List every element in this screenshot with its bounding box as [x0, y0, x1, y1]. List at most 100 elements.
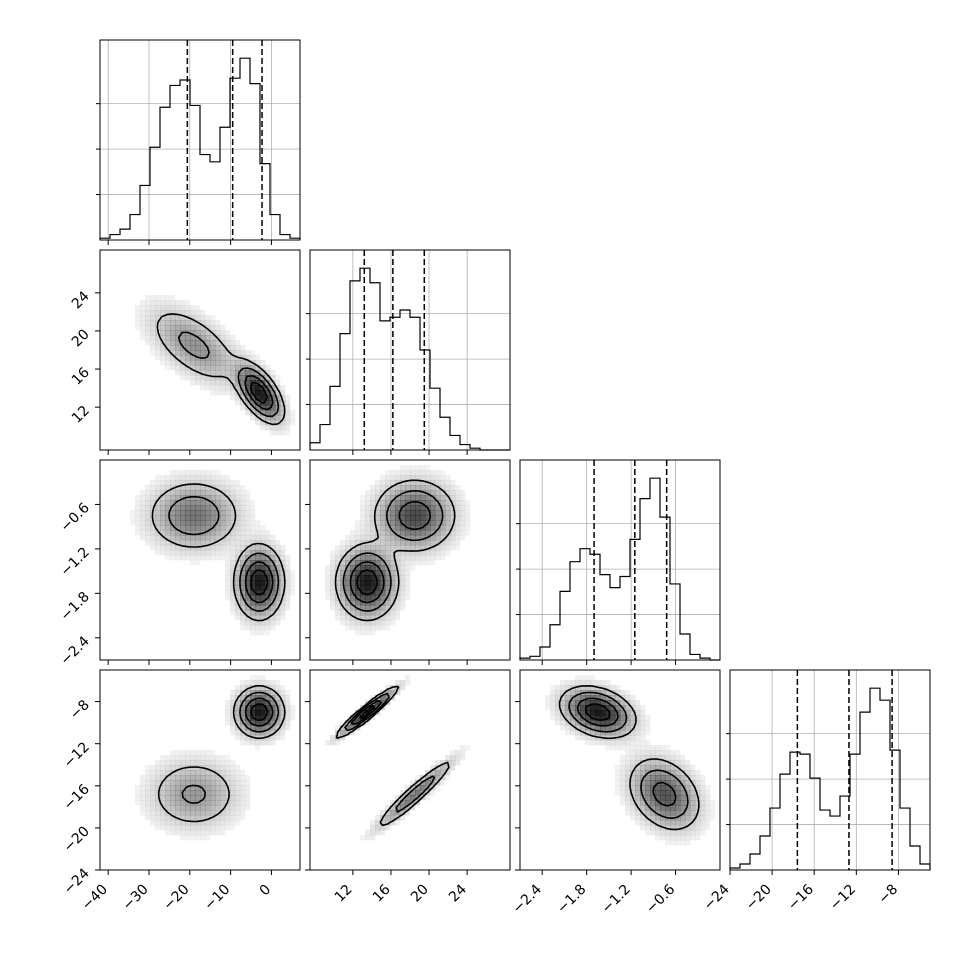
density-cell [200, 755, 206, 761]
density-cell [225, 545, 231, 551]
density-cell [235, 720, 241, 726]
density-cell [430, 485, 436, 491]
density-cell [440, 470, 446, 476]
density-cell [625, 780, 631, 786]
density-cell [235, 380, 241, 386]
density-cell [580, 680, 586, 686]
density-cell [160, 355, 166, 361]
density-cell [205, 515, 211, 521]
density-cell [330, 585, 336, 591]
density-cell [235, 605, 241, 611]
density-cell [450, 505, 456, 511]
density-cell [210, 810, 216, 816]
density-cell [450, 485, 456, 491]
density-cell [435, 515, 441, 521]
density-cell [220, 540, 226, 546]
density-cell [265, 600, 271, 606]
density-cell [260, 740, 266, 746]
density-cell [275, 555, 281, 561]
density-cell [240, 350, 246, 356]
density-cell [165, 795, 171, 801]
density-cell [170, 765, 176, 771]
density-cell [370, 510, 376, 516]
density-cell [210, 830, 216, 836]
density-cell [675, 800, 681, 806]
density-cell [395, 510, 401, 516]
density-cell [155, 340, 161, 346]
density-cell [210, 335, 216, 341]
density-cell [635, 795, 641, 801]
density-cell [190, 475, 196, 481]
density-cell [650, 785, 656, 791]
density-cell [665, 805, 671, 811]
density-cell [215, 530, 221, 536]
density-cell [600, 705, 606, 711]
density-cell [290, 415, 296, 421]
density-cell [250, 740, 256, 746]
density-cell [215, 480, 221, 486]
density-cell [405, 805, 411, 811]
density-cell [190, 500, 196, 506]
density-cell [390, 805, 396, 811]
density-cell [390, 550, 396, 556]
density-cell [680, 755, 686, 761]
density-cell [230, 355, 236, 361]
density-cell [195, 305, 201, 311]
density-cell [435, 540, 441, 546]
density-cell [590, 700, 596, 706]
density-cell [285, 400, 291, 406]
density-cell [150, 530, 156, 536]
density-cell [205, 475, 211, 481]
density-cell [420, 480, 426, 486]
density-cell [155, 540, 161, 546]
density-cell [580, 710, 586, 716]
density-cell [205, 355, 211, 361]
density-cell [370, 550, 376, 556]
density-cell [365, 535, 371, 541]
density-cell [200, 475, 206, 481]
density-cell [390, 520, 396, 526]
density-cell [130, 510, 136, 516]
density-cell [335, 610, 341, 616]
density-cell [645, 805, 651, 811]
density-cell [215, 815, 221, 821]
density-cell [445, 530, 451, 536]
density-cell [350, 600, 356, 606]
density-cell [225, 710, 231, 716]
density-cell [220, 475, 226, 481]
density-cell [380, 595, 386, 601]
density-cell [230, 815, 236, 821]
density-cell [385, 585, 391, 591]
density-cell [455, 495, 461, 501]
density-cell [375, 555, 381, 561]
density-cell [435, 520, 441, 526]
density-cell [220, 780, 226, 786]
density-cell [255, 365, 261, 371]
density-cell [425, 795, 431, 801]
density-cell [175, 355, 181, 361]
density-cell [460, 745, 466, 751]
density-cell [200, 535, 206, 541]
density-cell [225, 570, 231, 576]
density-cell [400, 595, 406, 601]
density-cell [140, 335, 146, 341]
density-cell [430, 480, 436, 486]
density-cell [250, 720, 256, 726]
density-cell [240, 380, 246, 386]
density-cell [200, 790, 206, 796]
density-cell [230, 795, 236, 801]
density-cell [290, 710, 296, 716]
density-cell [390, 580, 396, 586]
density-cell [670, 785, 676, 791]
density-cell [460, 500, 466, 506]
density-cell [150, 490, 156, 496]
density-cell [170, 795, 176, 801]
density-cell [635, 755, 641, 761]
density-cell [265, 575, 271, 581]
density-cell [185, 770, 191, 776]
density-cell [155, 805, 161, 811]
density-cell [705, 795, 711, 801]
density-cell [375, 820, 381, 826]
density-cell [215, 755, 221, 761]
density-cell [625, 725, 631, 731]
